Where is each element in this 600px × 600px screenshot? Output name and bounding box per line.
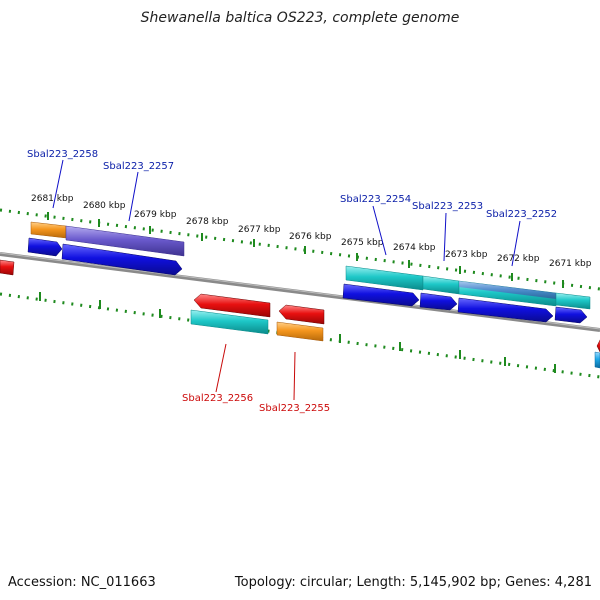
reverse-gene-labels: Sbal223_2256 Sbal223_2255	[182, 393, 330, 414]
cds-arrow[interactable]	[457, 297, 554, 323]
forward-leader-lines	[52, 159, 521, 267]
kbp-label: 2678 kbp	[186, 217, 229, 227]
kbp-label: 2679 kbp	[134, 210, 177, 220]
leader-line	[372, 205, 387, 256]
gene-label[interactable]: Sbal223_2258	[27, 149, 98, 160]
cds-arrow-reverse[interactable]	[278, 304, 325, 325]
kbp-label: 2680 kbp	[83, 201, 126, 211]
leader-line	[293, 351, 296, 401]
gene-bar-cyan[interactable]	[345, 265, 424, 291]
gene-label[interactable]: Sbal223_2256	[182, 393, 253, 404]
reverse-feature-row	[190, 309, 600, 369]
gene-label[interactable]: Sbal223_2255	[259, 403, 330, 414]
cds-arrow-reverse[interactable]	[193, 293, 271, 318]
gene-bar-purple[interactable]	[65, 225, 185, 257]
kbp-label: 2674 kbp	[393, 243, 436, 253]
map-title: Shewanella baltica OS223, complete genom…	[141, 10, 460, 26]
gene-bar-skyblue[interactable]	[594, 351, 600, 369]
gene-bar-cyan[interactable]	[555, 292, 591, 310]
upper-major-ticks	[47, 212, 564, 288]
cds-arrow[interactable]	[27, 237, 63, 257]
leader-line	[443, 212, 447, 262]
genome-backbone	[0, 252, 600, 332]
gene-label[interactable]: Sbal223_2252	[486, 209, 557, 220]
cds-arrow[interactable]	[342, 283, 420, 307]
leader-line	[511, 220, 521, 267]
leader-line	[52, 159, 64, 209]
cds-arrow-reverse[interactable]	[0, 259, 15, 276]
leader-line	[128, 171, 139, 222]
gene-label[interactable]: Sbal223_2257	[103, 161, 174, 172]
accession-text: Accession: NC_011663	[8, 575, 156, 590]
leader-line	[215, 343, 227, 393]
gene-bar-orange[interactable]	[30, 221, 67, 239]
topology-summary: Topology: circular; Length: 5,145,902 bp…	[234, 575, 592, 590]
kbp-labels: 2681 kbp 2680 kbp 2679 kbp 2678 kbp 2677…	[31, 194, 592, 269]
forward-gene-labels: Sbal223_2258 Sbal223_2257 Sbal223_2254 S…	[27, 149, 557, 220]
cds-arrow[interactable]	[554, 306, 588, 324]
forward-feature-row	[30, 221, 591, 310]
kbp-label: 2676 kbp	[289, 232, 332, 242]
kbp-label: 2677 kbp	[238, 225, 281, 235]
gene-bar-orange[interactable]	[276, 321, 324, 342]
kbp-label: 2671 kbp	[549, 259, 592, 269]
cds-arrow-reverse[interactable]	[596, 338, 600, 353]
reverse-leader-lines	[215, 343, 296, 401]
gene-bar-cyan[interactable]	[422, 275, 460, 295]
gene-label[interactable]: Sbal223_2253	[412, 201, 483, 212]
gene-bar-overlap	[459, 281, 556, 299]
upper-scale-track	[0, 208, 600, 291]
cds-arrow[interactable]	[419, 292, 458, 311]
kbp-label: 2675 kbp	[341, 238, 384, 248]
kbp-label: 2681 kbp	[31, 194, 74, 204]
gene-label[interactable]: Sbal223_2254	[340, 194, 411, 205]
reverse-cds-row	[0, 259, 600, 353]
gene-bar-cyan[interactable]	[190, 309, 269, 335]
kbp-label: 2672 kbp	[497, 254, 540, 264]
cds-arrow[interactable]	[61, 243, 183, 276]
forward-cds-row	[27, 237, 588, 324]
kbp-label: 2673 kbp	[445, 250, 488, 260]
